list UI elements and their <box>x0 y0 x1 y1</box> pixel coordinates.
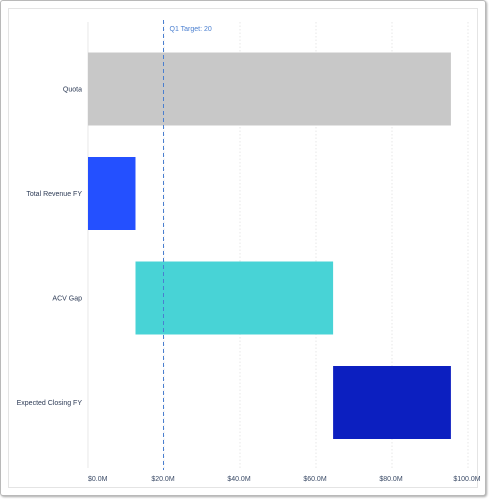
bar-expected-closing-fy[interactable] <box>333 366 451 439</box>
x-tick-label: $0.0M <box>88 476 108 483</box>
x-tick-label: $60.0M <box>303 476 327 483</box>
x-tick-label: $100.0M <box>453 476 480 483</box>
x-tick-label: $80.0M <box>379 476 403 483</box>
x-tick-label: $20.0M <box>151 476 175 483</box>
category-labels: Quota Total Revenue FY ACV Gap Expected Clo… <box>17 87 83 408</box>
bar-acv-gap[interactable] <box>135 261 334 335</box>
reference-line-label: Q1 Target: 20 <box>170 26 212 33</box>
category-label: ACV Gap <box>52 296 82 303</box>
chart-panel <box>8 8 478 488</box>
reference-line-group: Q1 Target: 20 <box>163 20 212 470</box>
category-label: Quota <box>63 87 82 94</box>
x-axis-ticks: $0.0M $20.0M $40.0M $60.0M $80.0M $100.0M <box>88 476 481 483</box>
category-label: Expected Closing FY <box>17 400 83 407</box>
bar-total-revenue-fy[interactable] <box>88 157 136 230</box>
x-tick-label: $40.0M <box>227 476 251 483</box>
bars <box>88 52 451 439</box>
category-label: Total Revenue FY <box>26 191 82 198</box>
bar-quota[interactable] <box>88 52 451 126</box>
